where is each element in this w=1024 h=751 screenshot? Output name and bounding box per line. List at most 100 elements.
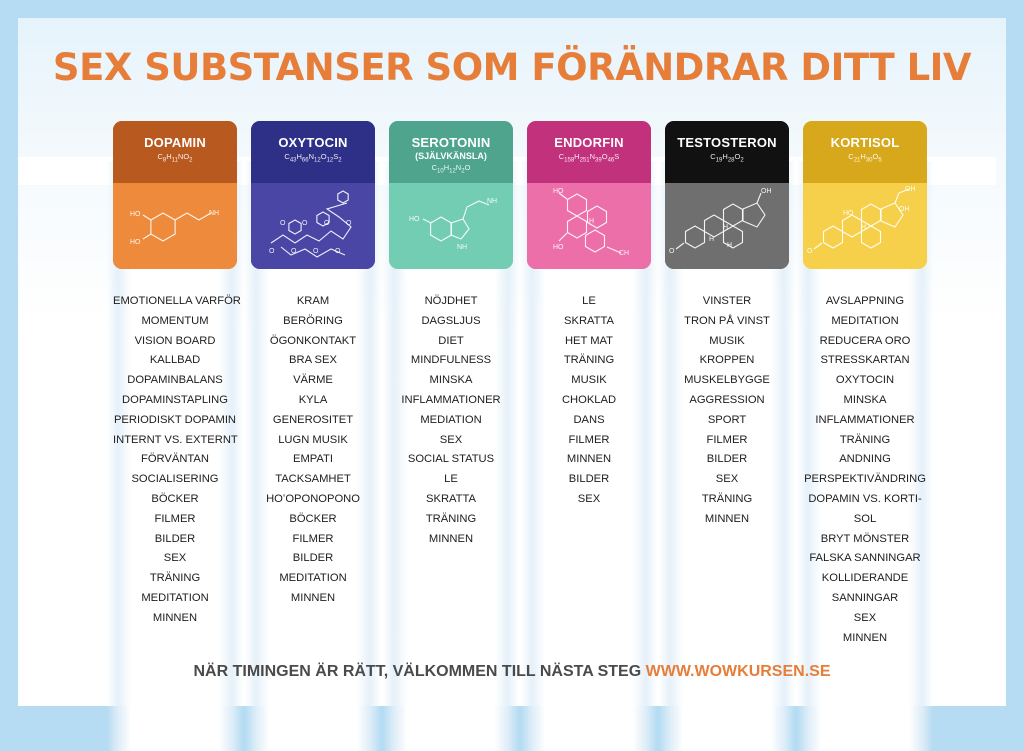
list-item: KROPPEN: [699, 354, 755, 367]
list-item: SKRATTA: [426, 492, 476, 505]
substance-card-header: KORTISOL C21H30O5: [803, 121, 927, 183]
list-item: ÖGONKONTAKT: [269, 334, 357, 347]
list-item: AGGRESSION: [689, 393, 765, 406]
list-item: TRÄNING: [149, 572, 201, 585]
substance-column-endorfin: ENDORFIN C158H251N39O46S HO HO CH H LE SKRATTA H…: [521, 121, 657, 751]
list-item: SEX: [853, 611, 877, 624]
svg-text:NH: NH: [487, 198, 497, 205]
list-item: EMPATI: [293, 453, 333, 466]
oxytocin-molecule-icon: O O O O O O O O: [269, 190, 352, 258]
svg-text:NH: NH: [209, 210, 219, 217]
footer-text: NÄR TIMINGEN ÄR RÄTT, VÄLKOMMEN TILL NÄS…: [193, 663, 642, 680]
substance-card-header: DOPAMIN C8H11NO2: [113, 121, 237, 183]
activity-list: KRAM BERÖRING ÖGONKONTAKT BRA SEX VÄRME KYLA G…: [251, 292, 375, 609]
activity-list: LE SKRATTA HET MAT TRÄNING MUSIK CHOKLAD DANS F…: [527, 292, 651, 510]
list-item: SKRATTA: [564, 314, 614, 327]
activity-list: AVSLAPPNING MEDITATION REDUCERA ORO STRESSK…: [803, 292, 927, 648]
list-item: DANS: [573, 413, 605, 426]
list-item: INFLAMMATIONER: [401, 393, 501, 406]
list-item: SEX: [577, 492, 601, 505]
list-item: PERSPEKTIVÄNDRING: [804, 473, 926, 486]
svg-text:CH: CH: [619, 250, 629, 257]
chemical-formula: C8H11NO2: [157, 152, 193, 164]
list-item: SOCIALISERING: [131, 473, 219, 486]
list-item: VISION BOARD: [134, 334, 216, 347]
svg-text:O: O: [302, 220, 308, 227]
list-item: SOL: [853, 512, 877, 525]
molecule-panel: HO HO NH: [113, 183, 237, 269]
list-item: TRÄNING: [839, 433, 891, 446]
list-item: SOCIAL STATUS: [407, 453, 495, 466]
svg-text:O: O: [346, 220, 352, 227]
list-item: SPORT: [707, 413, 747, 426]
svg-text:O: O: [313, 248, 319, 255]
substance-card: OXYTOCIN C43H66N12O12S2 O O O O O O O O: [251, 121, 375, 269]
cortisol-molecule-icon: O OH OH HO H: [807, 186, 916, 255]
svg-text:OH: OH: [899, 206, 910, 213]
list-item: MINSKA: [429, 374, 473, 387]
list-item: DIET: [438, 334, 464, 347]
dopamine-molecule-icon: HO HO NH: [130, 210, 219, 246]
list-item: BERÖRING: [283, 314, 343, 327]
list-item: ANDNING: [839, 453, 891, 466]
molecule-panel: HO NH NH: [389, 183, 513, 269]
list-item: OXYTOCIN: [835, 374, 895, 387]
svg-text:HO: HO: [409, 216, 420, 223]
chemical-formula: C10H12N2O: [431, 163, 471, 175]
list-item: SEX: [439, 433, 463, 446]
svg-text:O: O: [669, 248, 675, 255]
molecule-panel: O OH H H H: [665, 183, 789, 269]
list-item: SEX: [163, 552, 187, 565]
list-item: FALSKA SANNINGAR: [809, 552, 921, 565]
substance-column-kortisol: KORTISOL C21H30O5 O OH OH HO H AVSLAPPNING MEDIT…: [797, 121, 933, 751]
list-item: VÄRME: [293, 374, 333, 387]
list-item: PERIODISKT DOPAMIN: [113, 413, 237, 426]
list-item: BRYT MÖNSTER: [820, 532, 910, 545]
svg-text:HO: HO: [130, 211, 141, 218]
list-item: KYLA: [298, 393, 328, 406]
footer-url-link[interactable]: WWW.WOWKURSEN.SE: [645, 663, 831, 680]
list-item: FÖRVÄNTAN: [141, 453, 209, 466]
substance-subtitle: (SJÄLVKÄNSLA): [415, 151, 487, 161]
chemical-formula: C158H251N39O46S: [558, 152, 620, 164]
list-item: BILDER: [706, 453, 748, 466]
list-item: DOPAMINBALANS: [127, 374, 223, 387]
list-item: BILDER: [568, 473, 610, 486]
list-item: INTERNT VS. EXTERNT: [113, 433, 238, 446]
svg-text:H: H: [589, 218, 594, 225]
svg-text:O: O: [269, 248, 275, 255]
list-item: KRAM: [296, 295, 330, 307]
list-item: TRÄNING: [425, 512, 477, 525]
list-item: MINNEN: [842, 631, 888, 644]
substance-column-testosteron: TESTOSTERON C19H28O2 O OH H H H VINSTER TRON PÅ …: [659, 121, 795, 751]
activity-list: NÖJDHET DAGSLJUS DIET MINDFULNESS MINSKA INFL…: [389, 292, 513, 549]
list-item: BÖCKER: [151, 492, 199, 505]
list-item: LE: [582, 295, 596, 307]
svg-text:OH: OH: [761, 188, 772, 195]
substance-card: SEROTONIN (SJÄLVKÄNSLA) C10H12N2O HO NH NH: [389, 121, 513, 269]
substance-card-header: SEROTONIN (SJÄLVKÄNSLA) C10H12N2O: [389, 121, 513, 183]
list-item: MEDITATION: [279, 572, 347, 585]
svg-text:O: O: [335, 248, 341, 255]
svg-text:HO: HO: [553, 188, 564, 195]
svg-text:O: O: [807, 248, 813, 255]
list-item: DOPAMINSTAPLING: [122, 393, 228, 406]
list-item: HET MAT: [564, 334, 614, 347]
list-item: KOLLIDERANDE: [821, 572, 909, 585]
list-item: INFLAMMATIONER: [815, 413, 915, 426]
list-item: KALLBAD: [149, 354, 201, 367]
list-item: CHOKLAD: [561, 393, 617, 406]
substance-name: SEROTONIN: [411, 135, 491, 150]
substance-card-header: OXYTOCIN C43H66N12O12S2: [251, 121, 375, 183]
substance-card: ENDORFIN C158H251N39O46S HO HO CH H: [527, 121, 651, 269]
list-item: MINNEN: [428, 532, 474, 545]
list-item: EMOTIONELLA VARFÖR: [113, 295, 241, 307]
list-item: DAGSLJUS: [421, 314, 481, 327]
substance-column-serotonin: SEROTONIN (SJÄLVKÄNSLA) C10H12N2O HO NH NH NÖJ…: [383, 121, 519, 751]
testosterone-molecule-icon: O OH H H H: [669, 188, 772, 255]
list-item: SEX: [715, 473, 739, 486]
footer: NÄR TIMINGEN ÄR RÄTT, VÄLKOMMEN TILL NÄS…: [0, 663, 1024, 681]
list-item: MUSKELBYGGE: [684, 374, 770, 387]
list-item: MEDIATION: [420, 413, 482, 426]
list-item: MINSKA: [843, 393, 887, 406]
